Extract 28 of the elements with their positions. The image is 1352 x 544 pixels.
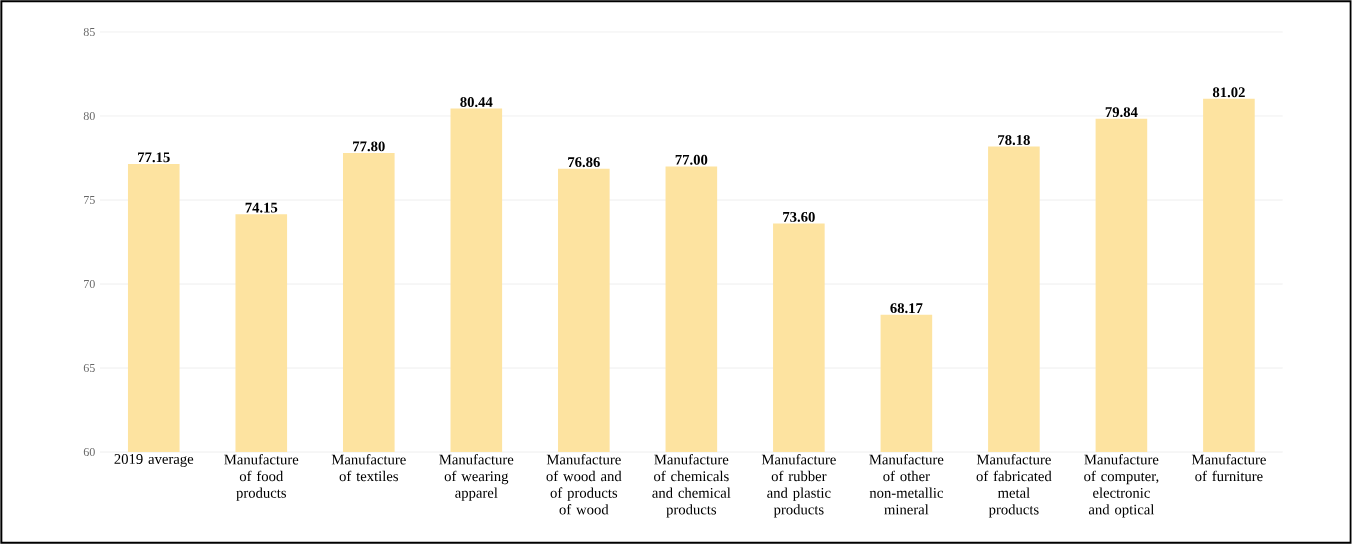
x-tick-label: Manufacture of chemicals and chemical products <box>652 454 731 518</box>
y-tick-label: 80 <box>83 111 95 121</box>
y-tick-label: 60 <box>83 447 95 457</box>
data-label: 74.15 <box>245 202 278 213</box>
x-tick-label: 2019 average <box>114 454 194 467</box>
x-tick-label: Manufacture of rubber and plastic products <box>761 454 836 518</box>
data-label: 73.60 <box>783 211 815 222</box>
y-tick-label: 75 <box>84 196 95 204</box>
data-label: 76.86 <box>568 157 600 168</box>
y-tick-label: 70 <box>84 279 95 289</box>
x-tick-label: Manufacture of other non-metallic mineral <box>869 454 944 515</box>
y-tick-label: 65 <box>83 363 95 373</box>
x-tick-label: Manufacture of furniture <box>1191 454 1266 482</box>
x-tick-label: Manufacture of fabricated metal products <box>976 454 1052 518</box>
data-label: 77.00 <box>675 154 708 165</box>
data-label: 79.84 <box>1105 107 1138 118</box>
data-label: 68.17 <box>890 303 923 314</box>
x-tick-label: Manufacture of textiles <box>331 454 406 482</box>
y-tick-label: 85 <box>83 27 95 37</box>
data-label: 80.44 <box>460 97 493 108</box>
x-tick-label: Manufacture of computer, electronic and optical <box>1084 454 1159 518</box>
data-label: 77.15 <box>138 152 170 163</box>
data-label: 81.02 <box>1212 87 1245 98</box>
data-label: 77.80 <box>353 141 385 152</box>
x-tick-label: Manufacture of food products <box>224 454 299 501</box>
x-tick-label: Manufacture of wood and of products of wood <box>546 454 622 515</box>
x-tick-label: Manufacture of wearing apparel <box>439 454 514 501</box>
data-label: 78.18 <box>998 135 1030 145</box>
